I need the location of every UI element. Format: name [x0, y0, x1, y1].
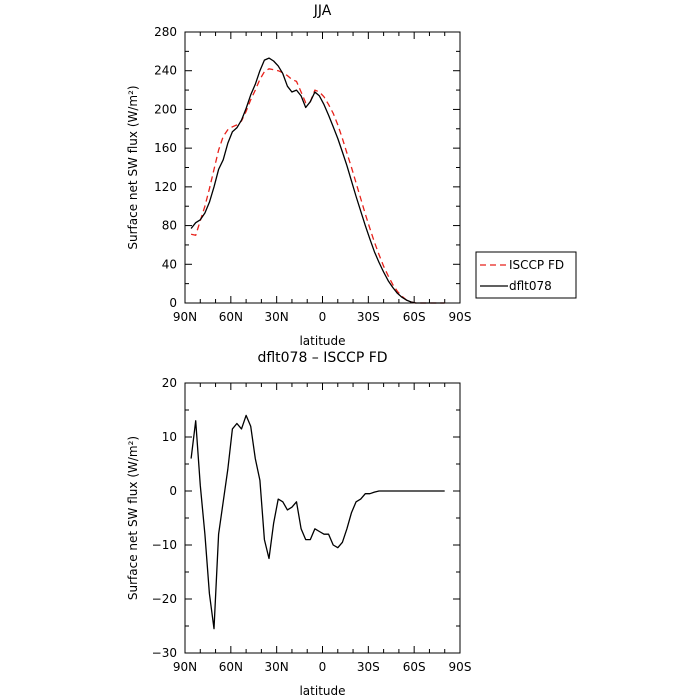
y-tick-label: 0 [169, 296, 177, 310]
legend-box [475, 251, 577, 299]
x-tick-label: 30S [357, 310, 380, 324]
x-tick-label: 90N [173, 310, 197, 324]
x-tick-label: 30S [357, 660, 380, 674]
y-tick-label: 280 [154, 25, 177, 39]
x-tick-label: 60N [219, 660, 243, 674]
series-line-0 [190, 414, 445, 630]
legend: ISCCP FD dflt078 [475, 251, 577, 299]
x-tick-label: 60S [403, 310, 426, 324]
y-tick-label: 80 [162, 219, 177, 233]
legend-label: ISCCP FD [509, 258, 564, 272]
x-axis-label: latitude [299, 334, 345, 348]
y-tick-label: 160 [154, 141, 177, 155]
series-line-isccp-fd [190, 68, 445, 304]
chart-title: JJA [313, 3, 332, 19]
y-axis-label: Surface net SW flux (W/m²) [126, 436, 140, 600]
y-tick-label: −30 [152, 646, 177, 660]
bottom-panel: 90N 60N 30N 0 30S 60S 90S −30 −20 −10 0 10 20 dflt078… [126, 350, 471, 698]
x-tick-label: 0 [319, 310, 327, 324]
y-tick-label: 10 [162, 430, 177, 444]
x-tick-label: 90S [449, 310, 472, 324]
x-tick-label: 90S [449, 660, 472, 674]
series-line-dflt078 [190, 57, 445, 304]
y-tick-label: 240 [154, 64, 177, 78]
y-tick-label: 20 [162, 376, 177, 390]
x-tick-label: 30N [265, 310, 289, 324]
y-tick-label: 0 [169, 484, 177, 498]
y-tick-label: 200 [154, 102, 177, 116]
y-axis-label: Surface net SW flux (W/m²) [126, 85, 140, 249]
plot-frame [184, 31, 461, 304]
top-panel: 90N 60N 30N 0 30S 60S 90S 0 40 80 120 160 200 240 280 J… [126, 3, 577, 348]
x-tick-label: 60S [403, 660, 426, 674]
x-tick-label: 90N [173, 660, 197, 674]
x-tick-label: 0 [319, 660, 327, 674]
plot-frame [184, 382, 461, 654]
y-tick-label: 120 [154, 180, 177, 194]
y-tick-label: −10 [152, 538, 177, 552]
y-tick-label: 40 [162, 257, 177, 271]
chart-title: dflt078 – ISCCP FD [257, 350, 387, 366]
x-tick-label: 30N [265, 660, 289, 674]
x-tick-label: 60N [219, 310, 243, 324]
y-tick-label: −20 [152, 592, 177, 606]
x-axis-label: latitude [299, 684, 345, 698]
legend-label: dflt078 [509, 279, 552, 293]
